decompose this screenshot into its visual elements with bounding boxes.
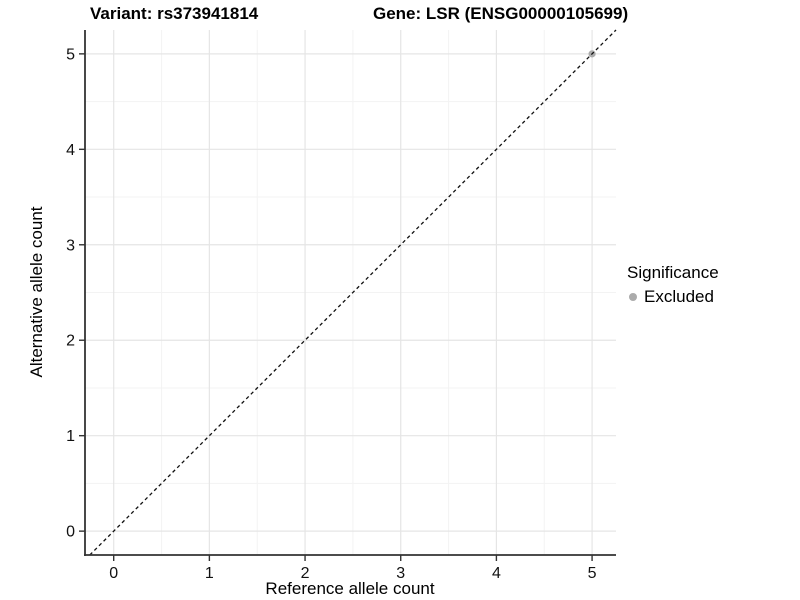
- plot-title-variant: Variant: rs373941814: [90, 4, 259, 23]
- legend-title: Significance: [627, 263, 719, 282]
- x-tick-label: 3: [396, 565, 405, 582]
- plot-title-gene: Gene: LSR (ENSG00000105699): [373, 4, 629, 23]
- legend-item-label: Excluded: [644, 287, 714, 306]
- y-tick-label: 4: [66, 142, 75, 159]
- y-tick-label: 5: [66, 46, 75, 63]
- x-tick-label: 4: [492, 565, 501, 582]
- legend: Significance Excluded: [627, 262, 719, 307]
- legend-key-dot: [629, 293, 637, 301]
- x-tick-label: 5: [588, 565, 597, 582]
- x-tick-label: 2: [301, 565, 310, 582]
- identity-dashed-line: [89, 29, 617, 556]
- y-tick-label: 1: [66, 428, 75, 445]
- x-axis-title: Reference allele count: [265, 579, 435, 598]
- legend-item-excluded: Excluded: [627, 287, 719, 307]
- y-tick-label: 3: [66, 237, 75, 254]
- x-tick-label: 0: [109, 565, 118, 582]
- y-tick-label: 0: [66, 524, 75, 541]
- y-tick-label: 2: [66, 333, 75, 350]
- y-axis-title: Alternative allele count: [27, 206, 46, 378]
- x-tick-label: 1: [205, 565, 214, 582]
